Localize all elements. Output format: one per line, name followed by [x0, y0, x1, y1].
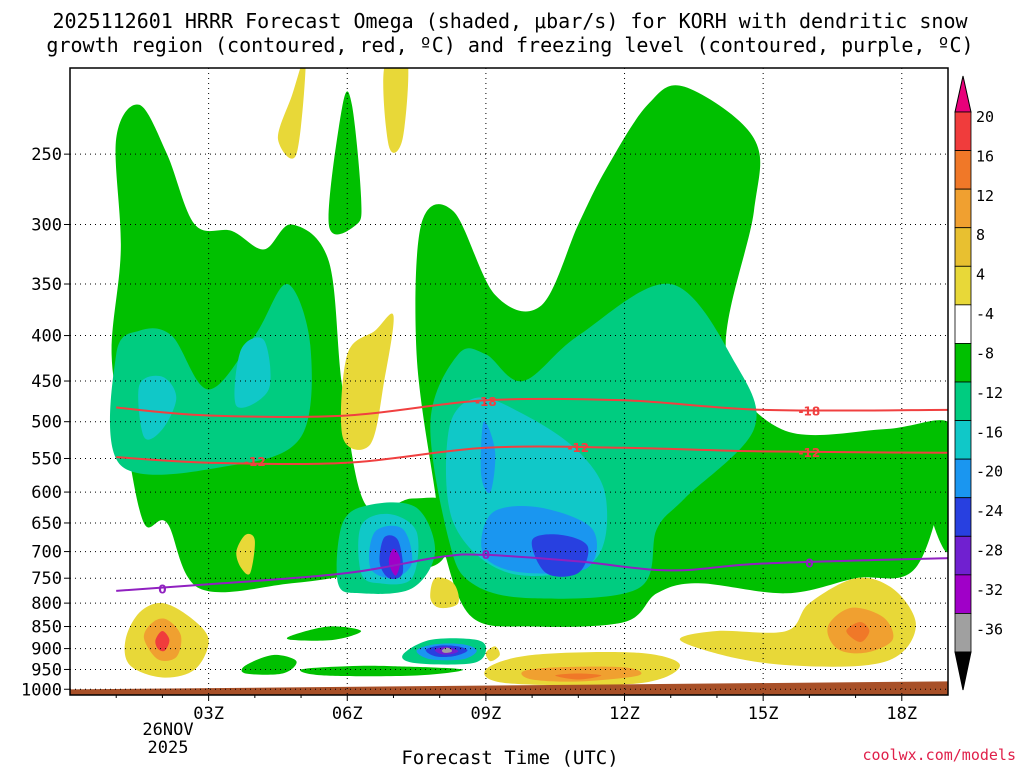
- contour-label: -18: [475, 395, 497, 409]
- contour-label: -18: [799, 405, 821, 419]
- omega-region-green_r: [929, 464, 948, 553]
- colorbar-label: 4: [976, 266, 985, 284]
- y-tick-label: 900: [31, 640, 62, 660]
- y-tick-label: 400: [31, 327, 62, 347]
- y-tick-label: 1000: [21, 680, 62, 700]
- colorbar-label: 8: [976, 226, 985, 244]
- y-axis-ticks: 2503003504004505005506006507007508008509…: [21, 145, 70, 700]
- colorbar-swatch: [954, 111, 972, 151]
- omega-region-cyan_w2: [234, 337, 271, 408]
- y-tick-label: 550: [31, 449, 62, 469]
- x-tick-label: 06Z: [332, 704, 363, 724]
- contour-line-0: [116, 553, 948, 592]
- omega-region-red_e1: [846, 622, 870, 643]
- colorbar-label: -12: [976, 384, 1003, 402]
- contour-label: -12: [799, 446, 821, 460]
- contour-label: 0: [805, 557, 813, 571]
- y-tick-label: 250: [31, 145, 62, 165]
- x-axis-title: Forecast Time (UTC): [401, 747, 618, 768]
- colorbar-label: 12: [976, 187, 994, 205]
- plot-area: -18 -18 -12 -12 -12 0 0 0: [69, 67, 949, 696]
- x-tick-label: 18Z: [886, 704, 917, 724]
- y-tick-label: 500: [31, 413, 62, 433]
- credit-text: coolwx.com/models: [862, 746, 1016, 764]
- chart-title-line-1: 2025112601 HRRR Forecast Omega (shaded, …: [52, 9, 968, 33]
- chart-title-line-2: growth region (contoured, red, ºC) and f…: [46, 33, 973, 57]
- colorbar-swatch: [954, 574, 972, 614]
- colorbar-label: 20: [976, 108, 994, 126]
- colorbar-swatch: [954, 304, 972, 344]
- colorbar-swatch: [954, 535, 972, 576]
- omega-region-red_lo1: [555, 673, 602, 680]
- omega-region-navy_e: [531, 534, 589, 577]
- x-tick-label: 09Z: [471, 704, 502, 724]
- colorbar-swatch: [954, 343, 972, 383]
- omega-region-cyan_w: [138, 375, 177, 440]
- y-tick-label: 650: [31, 514, 62, 534]
- y-tick-label: 700: [31, 543, 62, 563]
- contour-label: 0: [158, 582, 166, 596]
- colorbar-swatch: [954, 265, 972, 306]
- colorbar-label: -4: [976, 305, 994, 323]
- colorbar-label: -36: [976, 620, 1003, 638]
- ground-fill: [70, 681, 948, 695]
- x-date-label-day: 26NOV: [142, 720, 193, 740]
- omega-region-yellow_t1: [277, 68, 306, 159]
- colorbar-label: -32: [976, 581, 1003, 599]
- contour-label: 0: [482, 548, 490, 562]
- omega-region-yellow_m2: [236, 533, 255, 575]
- contour-lines: -18 -18 -12 -12 -12 0 0 0: [116, 395, 948, 596]
- x-date-label-year: 2025: [148, 738, 189, 758]
- colorbar: 20 16 12 8 4 -4 -8 -12 -16 -20 -24 -28 -32 -36: [954, 75, 1003, 691]
- omega-region-purple_c: [388, 548, 401, 576]
- omega-region-yellow_t2: [383, 68, 409, 153]
- x-tick-label: 12Z: [609, 704, 640, 724]
- omega-region-red_w1: [155, 631, 170, 652]
- colorbar-label: 16: [976, 147, 994, 165]
- y-tick-label: 800: [31, 594, 62, 614]
- colorbar-label: -28: [976, 542, 1003, 560]
- colorbar-swatch: [954, 420, 972, 460]
- omega-region-green_lo3: [300, 665, 464, 677]
- colorbar-swatch: [954, 188, 972, 229]
- omega-region-green_lo2: [286, 626, 362, 641]
- colorbar-swatch: [954, 458, 972, 499]
- y-tick-label: 350: [31, 275, 62, 295]
- colorbar-label: -24: [976, 502, 1003, 520]
- y-tick-label: 850: [31, 618, 62, 638]
- colorbar-label: -20: [976, 463, 1003, 481]
- y-tick-label: 600: [31, 483, 62, 503]
- colorbar-label: -8: [976, 344, 994, 362]
- colorbar-swatch: [954, 150, 972, 190]
- ground-surface: [70, 681, 948, 695]
- x-tick-label: 03Z: [193, 704, 224, 724]
- colorbar-label: -16: [976, 423, 1003, 441]
- contour-label: -12: [567, 441, 589, 455]
- y-tick-label: 300: [31, 216, 62, 236]
- contour-line--18: [116, 397, 948, 418]
- omega-region-gray_lo: [441, 647, 452, 653]
- x-axis-ticks: 03Z 06Z 09Z 12Z 15Z 18Z: [115, 695, 917, 724]
- omega-region-blue_e2: [480, 421, 496, 494]
- omega-region-green_c: [328, 91, 362, 235]
- colorbar-swatch: [954, 381, 972, 421]
- y-tick-label: 450: [31, 372, 62, 392]
- colorbar-swatch: [954, 227, 972, 267]
- x-tick-label: 15Z: [748, 704, 779, 724]
- contour-label: -12: [244, 455, 266, 469]
- y-tick-label: 750: [31, 569, 62, 589]
- colorbar-swatch: [954, 613, 972, 653]
- colorbar-bottom-arrow: [954, 651, 972, 691]
- contour-line--12: [116, 445, 948, 465]
- y-tick-label: 950: [31, 660, 62, 680]
- omega-region-yellow_m3: [430, 577, 459, 609]
- omega-region-yellow_small: [485, 646, 500, 662]
- colorbar-swatch: [954, 497, 972, 537]
